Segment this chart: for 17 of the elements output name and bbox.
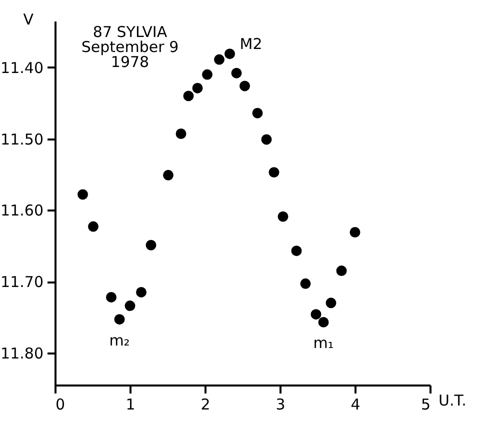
x-tick-label: 2 [200,396,210,414]
y-axis-title: V [23,10,34,28]
x-tick-label: 5 [420,396,430,414]
x-tick-label: 3 [276,396,286,414]
x-tick-label: 0 [56,396,66,414]
x-axis-title: U.T. [438,392,466,410]
annotation: M2 [240,34,262,53]
x-tick-label: 1 [126,396,136,414]
annotation: m₂ [109,331,130,350]
text: 87 SYLVIA September 9 1978 [81,23,179,71]
x-tick-label: 4 [350,396,360,414]
y-tick-label: 11.50 [0,130,44,148]
annotation: m₁ [313,334,334,352]
y-tick-label: 11.60 [0,202,44,220]
y-tick-label: 11.80 [0,344,44,362]
y-tick-label: 11.70 [0,273,44,292]
y-tick-label: 11.40 [0,58,44,77]
